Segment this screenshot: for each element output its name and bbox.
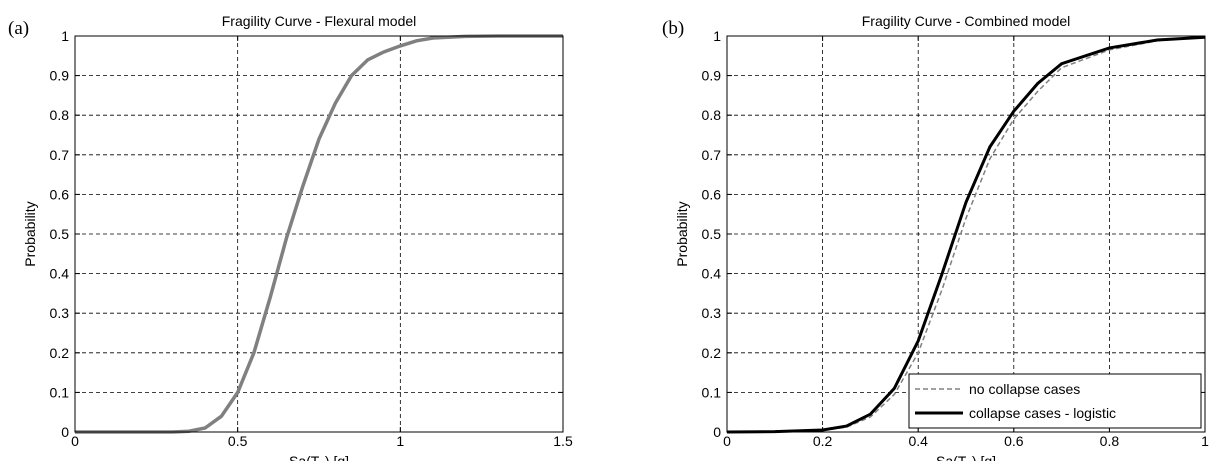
x-tick-label: 0.2	[813, 433, 833, 449]
x-tick-label: 0.5	[228, 433, 248, 449]
x-tick-label: 1	[1201, 433, 1209, 449]
y-tick-label: 0.1	[702, 384, 722, 400]
y-tick-label: 0	[61, 424, 69, 440]
x-tick-label: 1	[396, 433, 404, 449]
y-tick-label: 0.2	[702, 345, 722, 361]
y-tick-label: 0.6	[50, 186, 70, 202]
panel-label: (b)	[662, 18, 684, 39]
chart: (b) Fragility Curve - Combined model Proba…	[662, 13, 1209, 461]
x-tick-label: 0	[71, 433, 79, 449]
x-axis-label: Sa(T1) [g]	[936, 453, 996, 461]
chart-title: Fragility Curve - Combined model	[862, 13, 1071, 29]
panel-label: (a)	[8, 18, 29, 39]
x-tick-label: 0.4	[908, 433, 928, 449]
x-axis-label-part: ) [g]	[325, 453, 349, 461]
axes-frame	[74, 35, 564, 433]
y-tick-label: 0.3	[50, 305, 70, 321]
axes-frame	[726, 35, 1206, 433]
legend-label: collapse cases - logistic	[969, 405, 1116, 421]
y-axis-label: Probability	[22, 201, 38, 266]
legend: no collapse cases collapse cases - logist…	[908, 373, 1202, 429]
y-tick-label: 1	[61, 28, 69, 44]
y-tick-label: 1	[713, 28, 721, 44]
x-axis-label-part: ) [g]	[972, 453, 996, 461]
y-tick-label: 0.7	[50, 147, 70, 163]
x-axis-label: Sa(T1) [g]	[289, 453, 349, 461]
x-tick-label: 1.5	[553, 433, 573, 449]
y-tick-label: 0.4	[702, 266, 722, 282]
y-tick-label: 0.6	[702, 186, 722, 202]
y-tick-label: 0.3	[702, 305, 722, 321]
x-tick-label: 0	[723, 433, 731, 449]
y-tick-label: 0.7	[702, 147, 722, 163]
y-tick-label: 0.4	[50, 266, 70, 282]
y-axis-label: Probability	[674, 201, 690, 266]
y-tick-label: 0.9	[50, 68, 70, 84]
x-tick-label: 0.6	[1004, 433, 1024, 449]
legend-label: no collapse cases	[969, 381, 1080, 397]
y-tick-label: 0.5	[50, 226, 70, 242]
y-tick-label: 0	[713, 424, 721, 440]
x-tick-label: 0.8	[1100, 433, 1120, 449]
x-axis-label-part: Sa(T	[936, 453, 967, 461]
x-axis-label-part: Sa(T	[289, 453, 320, 461]
chart: (a) Fragility Curve - Flexural model Proba…	[8, 13, 573, 461]
y-tick-label: 0.5	[702, 226, 722, 242]
chart-title: Fragility Curve - Flexural model	[222, 13, 417, 29]
y-tick-label: 0.9	[702, 68, 722, 84]
y-tick-label: 0.2	[50, 345, 70, 361]
line-series	[726, 35, 1206, 434]
y-tick-label: 0.1	[50, 384, 70, 400]
y-tick-label: 0.8	[702, 107, 722, 123]
line-series	[75, 34, 563, 434]
y-tick-label: 0.8	[50, 107, 70, 123]
legend-box	[908, 373, 1202, 429]
